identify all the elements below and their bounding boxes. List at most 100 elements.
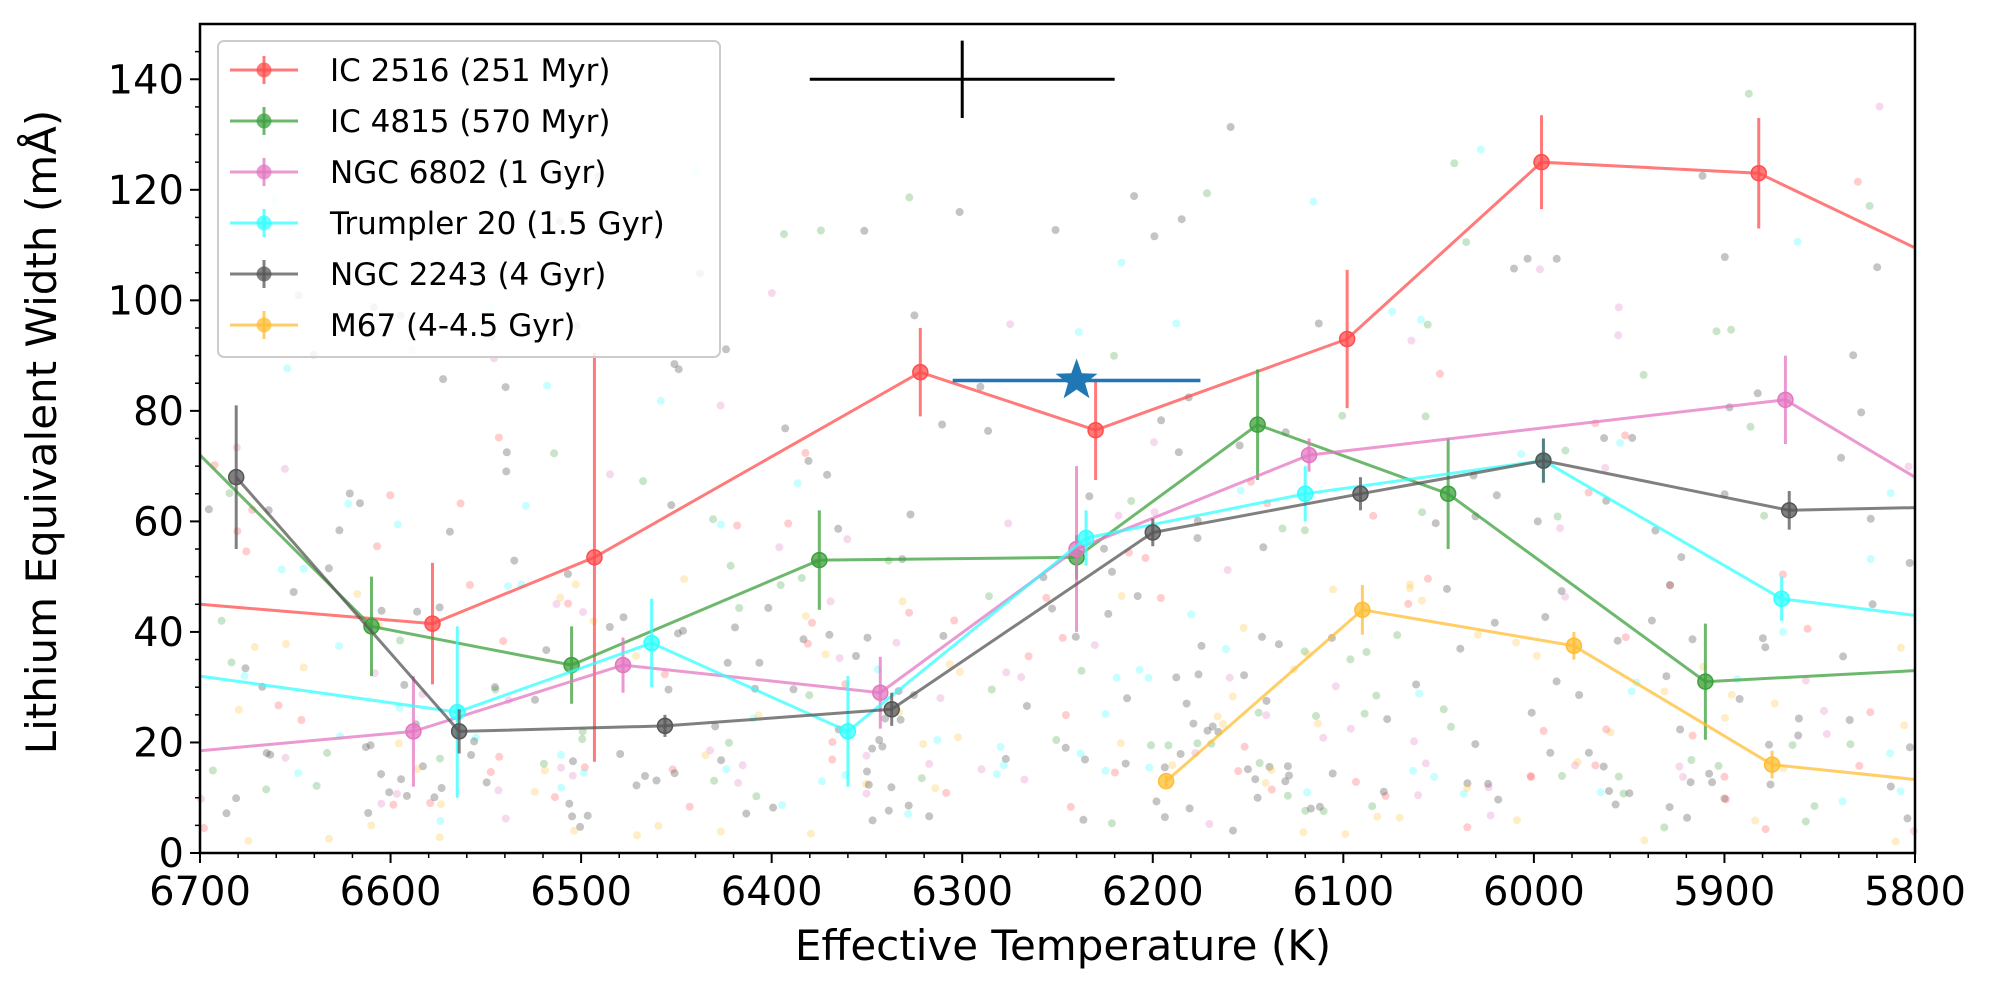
axes-layer: 6700 6600 6500 6400 6300 6200 6100 6000 5900 5800…	[108, 50, 1966, 915]
scatter-point	[1407, 336, 1416, 345]
x-tick-label: 5800	[1864, 869, 1966, 915]
scatter-point	[1101, 710, 1110, 718]
scatter-point	[925, 759, 934, 768]
data-point	[1773, 590, 1790, 608]
data-point	[839, 723, 857, 740]
scatter-point	[1904, 462, 1913, 471]
legend-entry: M67 (4-4.5 Gyr)	[230, 308, 575, 344]
scatter-point	[1896, 643, 1905, 652]
legend-label: IC 4815 (570 Myr)	[330, 104, 610, 140]
scatter-point	[1235, 441, 1244, 450]
scatter-point	[904, 801, 913, 810]
scatter-point	[335, 642, 343, 651]
scatter-point	[776, 581, 785, 590]
scatter-point	[711, 722, 720, 731]
scatter-point	[942, 788, 951, 797]
scatter-point	[1079, 815, 1088, 824]
x-tick-label: 5900	[1674, 869, 1776, 915]
scatter-point	[1219, 720, 1227, 728]
scatter-point	[250, 643, 259, 651]
scatter-point	[828, 738, 837, 747]
scatter-point	[1194, 670, 1203, 679]
data-point	[883, 701, 900, 718]
scatter-point	[1801, 676, 1810, 685]
scatter-point	[1490, 618, 1499, 627]
scatter-point	[1022, 702, 1031, 710]
scatter-point	[494, 433, 503, 442]
scatter-point	[1418, 508, 1427, 517]
scatter-point	[878, 742, 887, 751]
scatter-point	[1360, 709, 1369, 718]
scatter-point	[1383, 715, 1392, 724]
data-point	[405, 723, 422, 740]
scatter-point	[1552, 677, 1561, 686]
scatter-point	[716, 520, 725, 529]
x-tick-label: 6200	[1102, 869, 1204, 915]
scatter-point	[324, 564, 333, 573]
scatter-point	[1004, 519, 1013, 528]
scatter-point	[1300, 647, 1309, 656]
scatter-point	[825, 630, 834, 639]
scatter-point	[996, 742, 1005, 751]
scatter-point	[1746, 422, 1755, 431]
scatter-point	[616, 750, 625, 758]
scatter-point	[1721, 795, 1730, 804]
scatter-point	[801, 448, 810, 457]
scatter-point	[1794, 731, 1803, 740]
scatter-point	[631, 652, 640, 661]
scatter-point	[353, 590, 362, 598]
scatter-point	[1492, 491, 1501, 500]
scatter-point	[778, 801, 787, 809]
scatter-point	[413, 607, 422, 616]
scatter-point	[1368, 802, 1377, 811]
y-tick-label: 40	[133, 610, 184, 656]
legend-marker	[256, 215, 272, 231]
data-point	[811, 551, 828, 569]
scatter-point	[1903, 814, 1912, 823]
scatter-point	[1117, 258, 1126, 267]
scatter-point	[950, 616, 959, 625]
scatter-point	[1803, 624, 1812, 633]
scatter-point	[863, 633, 872, 642]
data-point	[1144, 524, 1162, 541]
scatter-point	[1042, 593, 1051, 602]
scatter-point	[1600, 434, 1609, 443]
scatter-point	[862, 789, 871, 798]
scatter-point	[1873, 263, 1882, 272]
scatter-point	[664, 685, 673, 694]
scatter-point	[1552, 254, 1561, 263]
scatter-point	[1456, 644, 1465, 653]
scatter-point	[361, 743, 370, 752]
scatter-point	[1744, 89, 1753, 98]
scatter-point	[1421, 759, 1430, 768]
scatter-point	[501, 383, 510, 392]
scatter-point	[550, 449, 559, 458]
scatter-point	[1393, 631, 1402, 640]
scatter-point	[394, 739, 403, 748]
scatter-point	[456, 499, 465, 508]
scatter-point	[905, 608, 914, 617]
scatter-point	[917, 774, 926, 783]
scatter-point	[1221, 645, 1230, 653]
scatter-point	[413, 764, 422, 773]
scatter-point	[501, 814, 510, 823]
scatter-point	[1254, 708, 1263, 717]
scatter-point	[1905, 743, 1914, 752]
scatter-point	[1621, 431, 1630, 440]
data-point	[1763, 756, 1781, 773]
scatter-point	[1066, 802, 1075, 811]
scatter-point	[1679, 772, 1687, 781]
scatter-point	[389, 800, 398, 809]
scatter-point	[1423, 320, 1432, 329]
scatter-point	[557, 783, 566, 792]
scatter-point	[1262, 711, 1271, 720]
scatter-point	[1085, 492, 1094, 501]
scatter-point	[1312, 712, 1320, 720]
scatter-point	[1611, 800, 1620, 809]
scatter-point	[539, 759, 548, 768]
scatter-point	[499, 637, 508, 646]
scatter-point	[565, 799, 574, 808]
scatter-point	[710, 776, 719, 785]
scatter-point	[1101, 766, 1110, 775]
scatter-point	[1476, 145, 1485, 154]
